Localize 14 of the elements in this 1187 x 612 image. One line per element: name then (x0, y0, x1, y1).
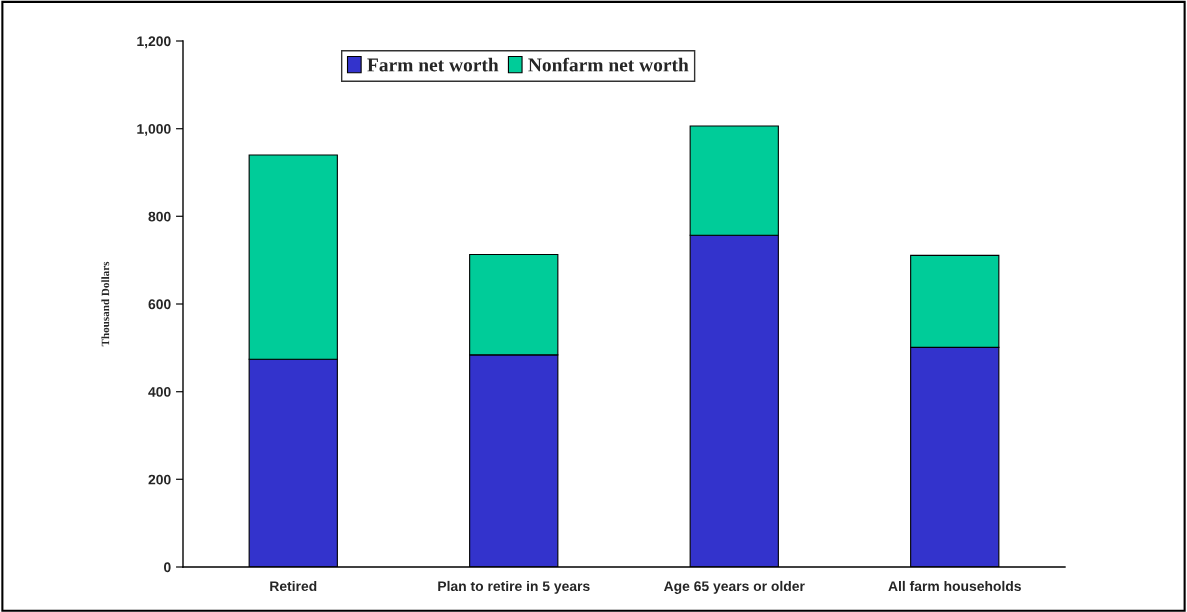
x-tick-label: Plan to retire in 5 years (438, 580, 590, 594)
y-tick-label: 800 (148, 211, 171, 222)
y-tick-label: 600 (148, 299, 171, 310)
y-axis-title: Thousand Dollars (101, 261, 110, 347)
x-tick-label: All farm households (888, 580, 1021, 592)
y-tick-label: 200 (148, 474, 171, 485)
y-tick-label: 0 (164, 562, 171, 573)
x-tick-label: Age 65 years or older (663, 580, 805, 594)
x-tick-label: Retired (270, 580, 317, 592)
y-tick-label: 1,000 (137, 124, 171, 136)
legend-label: Farm net worth (367, 57, 499, 72)
y-tick-label: 400 (148, 387, 171, 397)
y-tick-label: 1,200 (137, 36, 171, 49)
legend-label: Nonfarm net worth (528, 57, 689, 72)
